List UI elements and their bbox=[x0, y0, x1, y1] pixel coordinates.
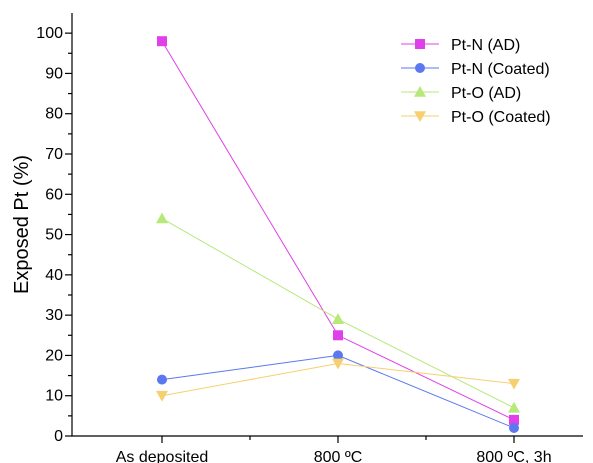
data-point bbox=[157, 36, 167, 47]
y-ticks: 0 10 20 30 40 50 60 70 80 90 100 bbox=[36, 25, 72, 445]
data-point bbox=[332, 313, 344, 324]
series-3 bbox=[156, 358, 520, 402]
data-point bbox=[508, 401, 520, 413]
x-tick-label: 800 ºC, 3h bbox=[476, 449, 551, 463]
legend-label: Pt-N (AD) bbox=[451, 37, 520, 54]
data-point bbox=[333, 330, 343, 341]
y-tick-label: 10 bbox=[45, 388, 63, 405]
series-2 bbox=[156, 212, 520, 413]
legend-label: Pt-O (AD) bbox=[451, 85, 521, 102]
plot-lines bbox=[156, 36, 520, 433]
legend-label: Pt-N (Coated) bbox=[451, 61, 550, 78]
data-point bbox=[157, 374, 167, 385]
x-tick-label: 800 ºC bbox=[314, 449, 363, 463]
y-axis-title: Exposed Pt (%) bbox=[11, 155, 33, 294]
legend-marker bbox=[415, 63, 425, 73]
data-point bbox=[509, 422, 519, 433]
y-tick-label: 60 bbox=[45, 186, 63, 203]
series-0 bbox=[157, 36, 519, 425]
series-1 bbox=[157, 350, 519, 433]
legend-entry: Pt-O (Coated) bbox=[401, 109, 551, 126]
data-point bbox=[156, 390, 168, 402]
legend-marker bbox=[415, 39, 425, 49]
data-point bbox=[332, 358, 344, 370]
series-line bbox=[161, 218, 515, 409]
x-tick-label: As deposited bbox=[116, 449, 209, 463]
data-point bbox=[156, 212, 168, 224]
data-point bbox=[508, 378, 520, 390]
y-tick-label: 70 bbox=[45, 146, 63, 163]
y-tick-label: 0 bbox=[54, 428, 63, 445]
legend-marker bbox=[414, 86, 426, 97]
x-ticks: As deposited 800 ºC 800 ºC, 3h bbox=[116, 436, 552, 463]
data-point bbox=[333, 350, 343, 361]
legend-entry: Pt-N (AD) bbox=[401, 37, 520, 54]
legend-entry: Pt-O (AD) bbox=[401, 85, 521, 102]
y-tick-label: 30 bbox=[45, 307, 63, 324]
y-tick-label: 100 bbox=[36, 25, 63, 42]
y-tick-label: 20 bbox=[45, 347, 63, 364]
y-tick-label: 50 bbox=[45, 227, 63, 244]
legend: Pt-N (AD) Pt-N (Coated) Pt-O (AD) Pt-O (Coa… bbox=[401, 37, 551, 126]
legend-entry: Pt-N (Coated) bbox=[401, 61, 550, 78]
y-tick-label: 90 bbox=[45, 65, 63, 82]
y-tick-label: 40 bbox=[45, 267, 63, 284]
y-tick-label: 80 bbox=[45, 106, 63, 123]
legend-label: Pt-O (Coated) bbox=[451, 109, 551, 126]
legend-marker bbox=[414, 111, 426, 122]
data-point bbox=[509, 414, 519, 425]
